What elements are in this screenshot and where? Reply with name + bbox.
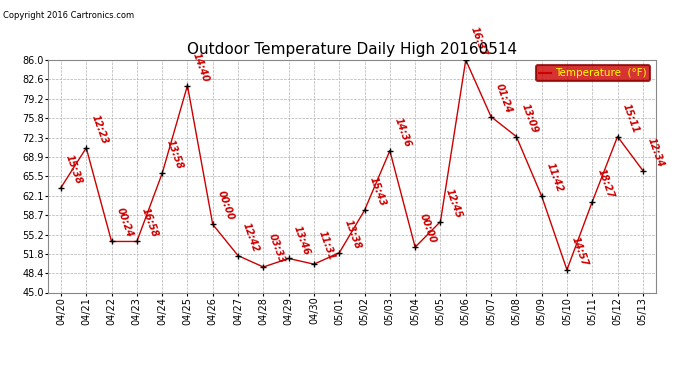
Text: 12:42: 12:42: [241, 221, 261, 254]
Text: 13:09: 13:09: [520, 102, 540, 134]
Text: 11:31: 11:31: [317, 230, 337, 262]
Text: 11:42: 11:42: [544, 161, 564, 194]
Text: 16:37: 16:37: [469, 25, 489, 58]
Text: 15:43: 15:43: [368, 176, 388, 208]
Text: 18:27: 18:27: [595, 167, 615, 200]
Text: 14:36: 14:36: [393, 116, 413, 148]
Text: 13:46: 13:46: [292, 224, 312, 256]
Text: 13:38: 13:38: [342, 218, 362, 250]
Text: 03:33: 03:33: [266, 232, 286, 265]
Text: 14:57: 14:57: [570, 235, 590, 267]
Title: Outdoor Temperature Daily High 20160514: Outdoor Temperature Daily High 20160514: [187, 42, 517, 57]
Legend: Temperature  (°F): Temperature (°F): [535, 65, 650, 81]
Text: 00:00: 00:00: [216, 190, 236, 222]
Text: 14:40: 14:40: [190, 51, 210, 83]
Text: 12:23: 12:23: [89, 113, 109, 146]
Text: 12:34: 12:34: [646, 136, 666, 168]
Text: 15:11: 15:11: [620, 102, 640, 134]
Text: Copyright 2016 Cartronics.com: Copyright 2016 Cartronics.com: [3, 11, 135, 20]
Text: 01:24: 01:24: [494, 82, 514, 114]
Text: 13:58: 13:58: [165, 139, 185, 171]
Text: 12:45: 12:45: [444, 187, 464, 219]
Text: 00:00: 00:00: [418, 212, 438, 245]
Text: 15:38: 15:38: [64, 153, 84, 185]
Text: 00:24: 00:24: [115, 207, 135, 239]
Text: 16:58: 16:58: [140, 207, 160, 239]
